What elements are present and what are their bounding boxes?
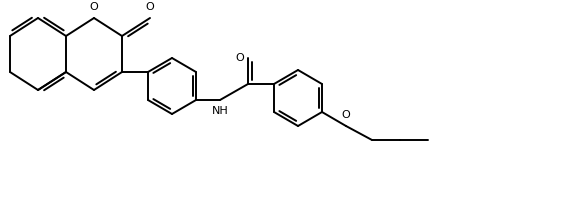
Text: O: O <box>235 53 244 63</box>
Text: O: O <box>342 110 350 120</box>
Text: O: O <box>89 2 98 12</box>
Text: O: O <box>146 2 155 12</box>
Text: NH: NH <box>212 106 228 116</box>
